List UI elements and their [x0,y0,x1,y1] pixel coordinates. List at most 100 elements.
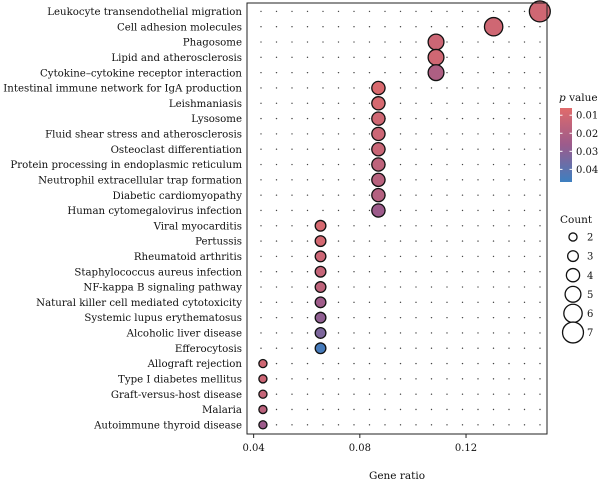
count-legend-label: 5 [587,290,593,301]
grid-dot [399,332,402,334]
grid-dot [306,71,309,74]
data-point [314,296,327,309]
grid-dot [337,332,340,334]
grid-dot [384,393,386,395]
grid-dot [508,148,510,150]
grid-dot [539,255,541,258]
term-label: Viral myocarditis [153,221,242,232]
data-point [258,420,268,430]
grid-dot [539,316,541,319]
grid-dot [306,148,309,150]
grid-dot [260,71,262,74]
grid-dot [508,194,510,196]
count-legend-label: 2 [587,233,593,244]
grid-dot [368,347,371,349]
grid-dot [368,209,371,212]
x-tick-label: 0.04 [243,443,265,454]
grid-dot [306,286,309,288]
grid-dot [291,301,293,304]
grid-dot [399,378,402,380]
grid-dot [508,271,510,273]
grid-dot [508,225,510,227]
grid-dot [337,225,340,227]
grid-dot [523,255,526,258]
grid-dot [539,102,541,104]
grid-dot [415,209,417,212]
term-label: Natural killer cell mediated cytotoxicit… [36,298,242,309]
grid-dot [539,240,541,242]
data-points [258,0,551,430]
term-label: Lipid and atherosclerosis [111,53,242,64]
grid-dot [477,225,479,227]
grid-dot [291,56,293,59]
grid-dot [353,117,355,120]
grid-dot [477,393,479,395]
grid-dot [322,179,324,181]
grid-dot [353,286,355,288]
grid-dot [306,209,309,212]
grid-dot [508,424,510,426]
grid-dot [260,271,262,273]
grid-dot [353,209,355,212]
grid-dot [275,378,278,380]
grid-dot [415,148,417,150]
grid-dot [477,271,479,273]
grid-dot [477,286,479,288]
grid-dot [539,347,541,349]
grid-dot [275,225,278,227]
grid-dot [399,194,402,196]
grid-dot [353,240,355,242]
grid-dot [492,71,495,74]
grid-dot [539,194,541,196]
grid-dot [337,424,340,426]
term-label: Lysosome [191,114,242,125]
grid-dot [508,179,510,181]
grid-dot [306,347,309,349]
grid-dot [430,316,433,319]
count-legend-title: Count [560,214,593,226]
grid-dot [461,240,464,242]
grid-dot [306,102,309,104]
grid-dot [368,316,371,319]
grid-dot [399,102,402,104]
grid-dot [508,301,510,304]
grid-dot [260,194,262,196]
grid-dot [523,87,526,89]
term-label: Rheumatoid arthritis [134,252,242,263]
grid-dot [291,255,293,258]
grid-dot [415,163,417,166]
grid-dot [337,10,340,13]
grid-dot [430,26,433,28]
grid-dot [399,133,402,135]
grid-dot [430,332,433,334]
term-label: Cell adhesion molecules [117,22,242,33]
grid-dot [446,148,448,150]
grid-dot [384,56,386,59]
grid-dot [508,26,510,28]
grid-dot [415,10,417,13]
grid-dot [275,332,278,334]
count-legend-label: 4 [587,271,593,282]
grid-dot [523,271,526,273]
grid-dot [415,424,417,426]
grid-dot [446,255,448,258]
data-point [371,111,386,126]
grid-dot [477,179,479,181]
grid-dot [353,316,355,319]
grid-dot [492,393,495,395]
grid-dot [353,408,355,411]
grid-dot [477,332,479,334]
grid-dot [508,240,510,242]
grid-dot [399,41,402,43]
grid-dot [523,362,526,365]
x-axis: 0.04 0.08 0.12 [243,434,477,454]
grid-dot [523,286,526,288]
grid-dot [508,56,510,59]
data-point [258,358,268,369]
grid-dot [399,316,402,319]
grid-dot [461,225,464,227]
grid-dot [275,41,278,43]
grid-dot [337,271,340,273]
grid-dot [508,255,510,258]
term-label: Diabetic cardiomyopathy [113,191,243,202]
